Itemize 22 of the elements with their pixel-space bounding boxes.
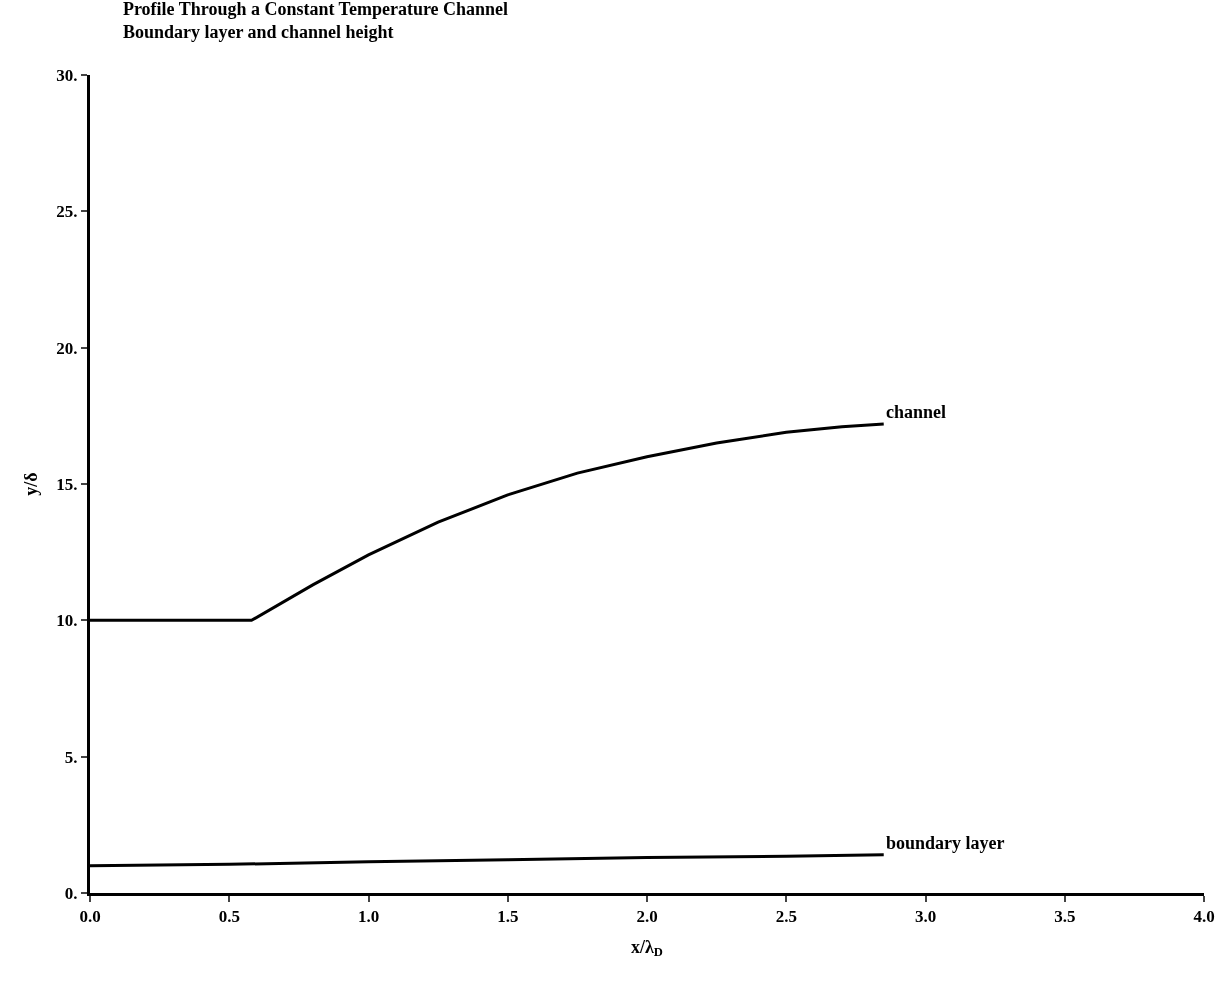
- x-tick-label: 3.0: [914, 907, 937, 927]
- chart-subtitle: Boundary layer and channel height: [122, 22, 394, 43]
- y-tick-label: 15.: [56, 474, 78, 494]
- y-tick-label: 0.: [64, 883, 78, 903]
- chart-title: Profile Through a Constant Temperature Channel: [122, 0, 509, 20]
- x-tick-label: 0.0: [79, 907, 101, 927]
- x-tick-label: 2.5: [775, 907, 797, 927]
- series-label: channel: [886, 402, 947, 422]
- x-tick-label: 3.5: [1054, 907, 1076, 927]
- y-tick-label: 30.: [56, 65, 78, 85]
- x-tick-label: 2.0: [636, 907, 658, 927]
- y-axis-title: y/δ: [20, 472, 41, 496]
- x-axis-title: x/λ$_{D}$: [631, 936, 663, 960]
- y-tick-label: 10.: [56, 611, 78, 631]
- series-label: boundary layer: [886, 833, 1005, 853]
- x-tick-label: 4.0: [1193, 907, 1215, 927]
- x-tick-label: 1.5: [497, 907, 519, 927]
- x-tick-label: 0.5: [218, 907, 240, 927]
- y-tick-label: 20.: [56, 338, 78, 358]
- y-tick-label: 5.: [64, 747, 78, 767]
- y-tick-label: 25.: [56, 202, 78, 222]
- x-tick-label: 1.0: [357, 907, 380, 927]
